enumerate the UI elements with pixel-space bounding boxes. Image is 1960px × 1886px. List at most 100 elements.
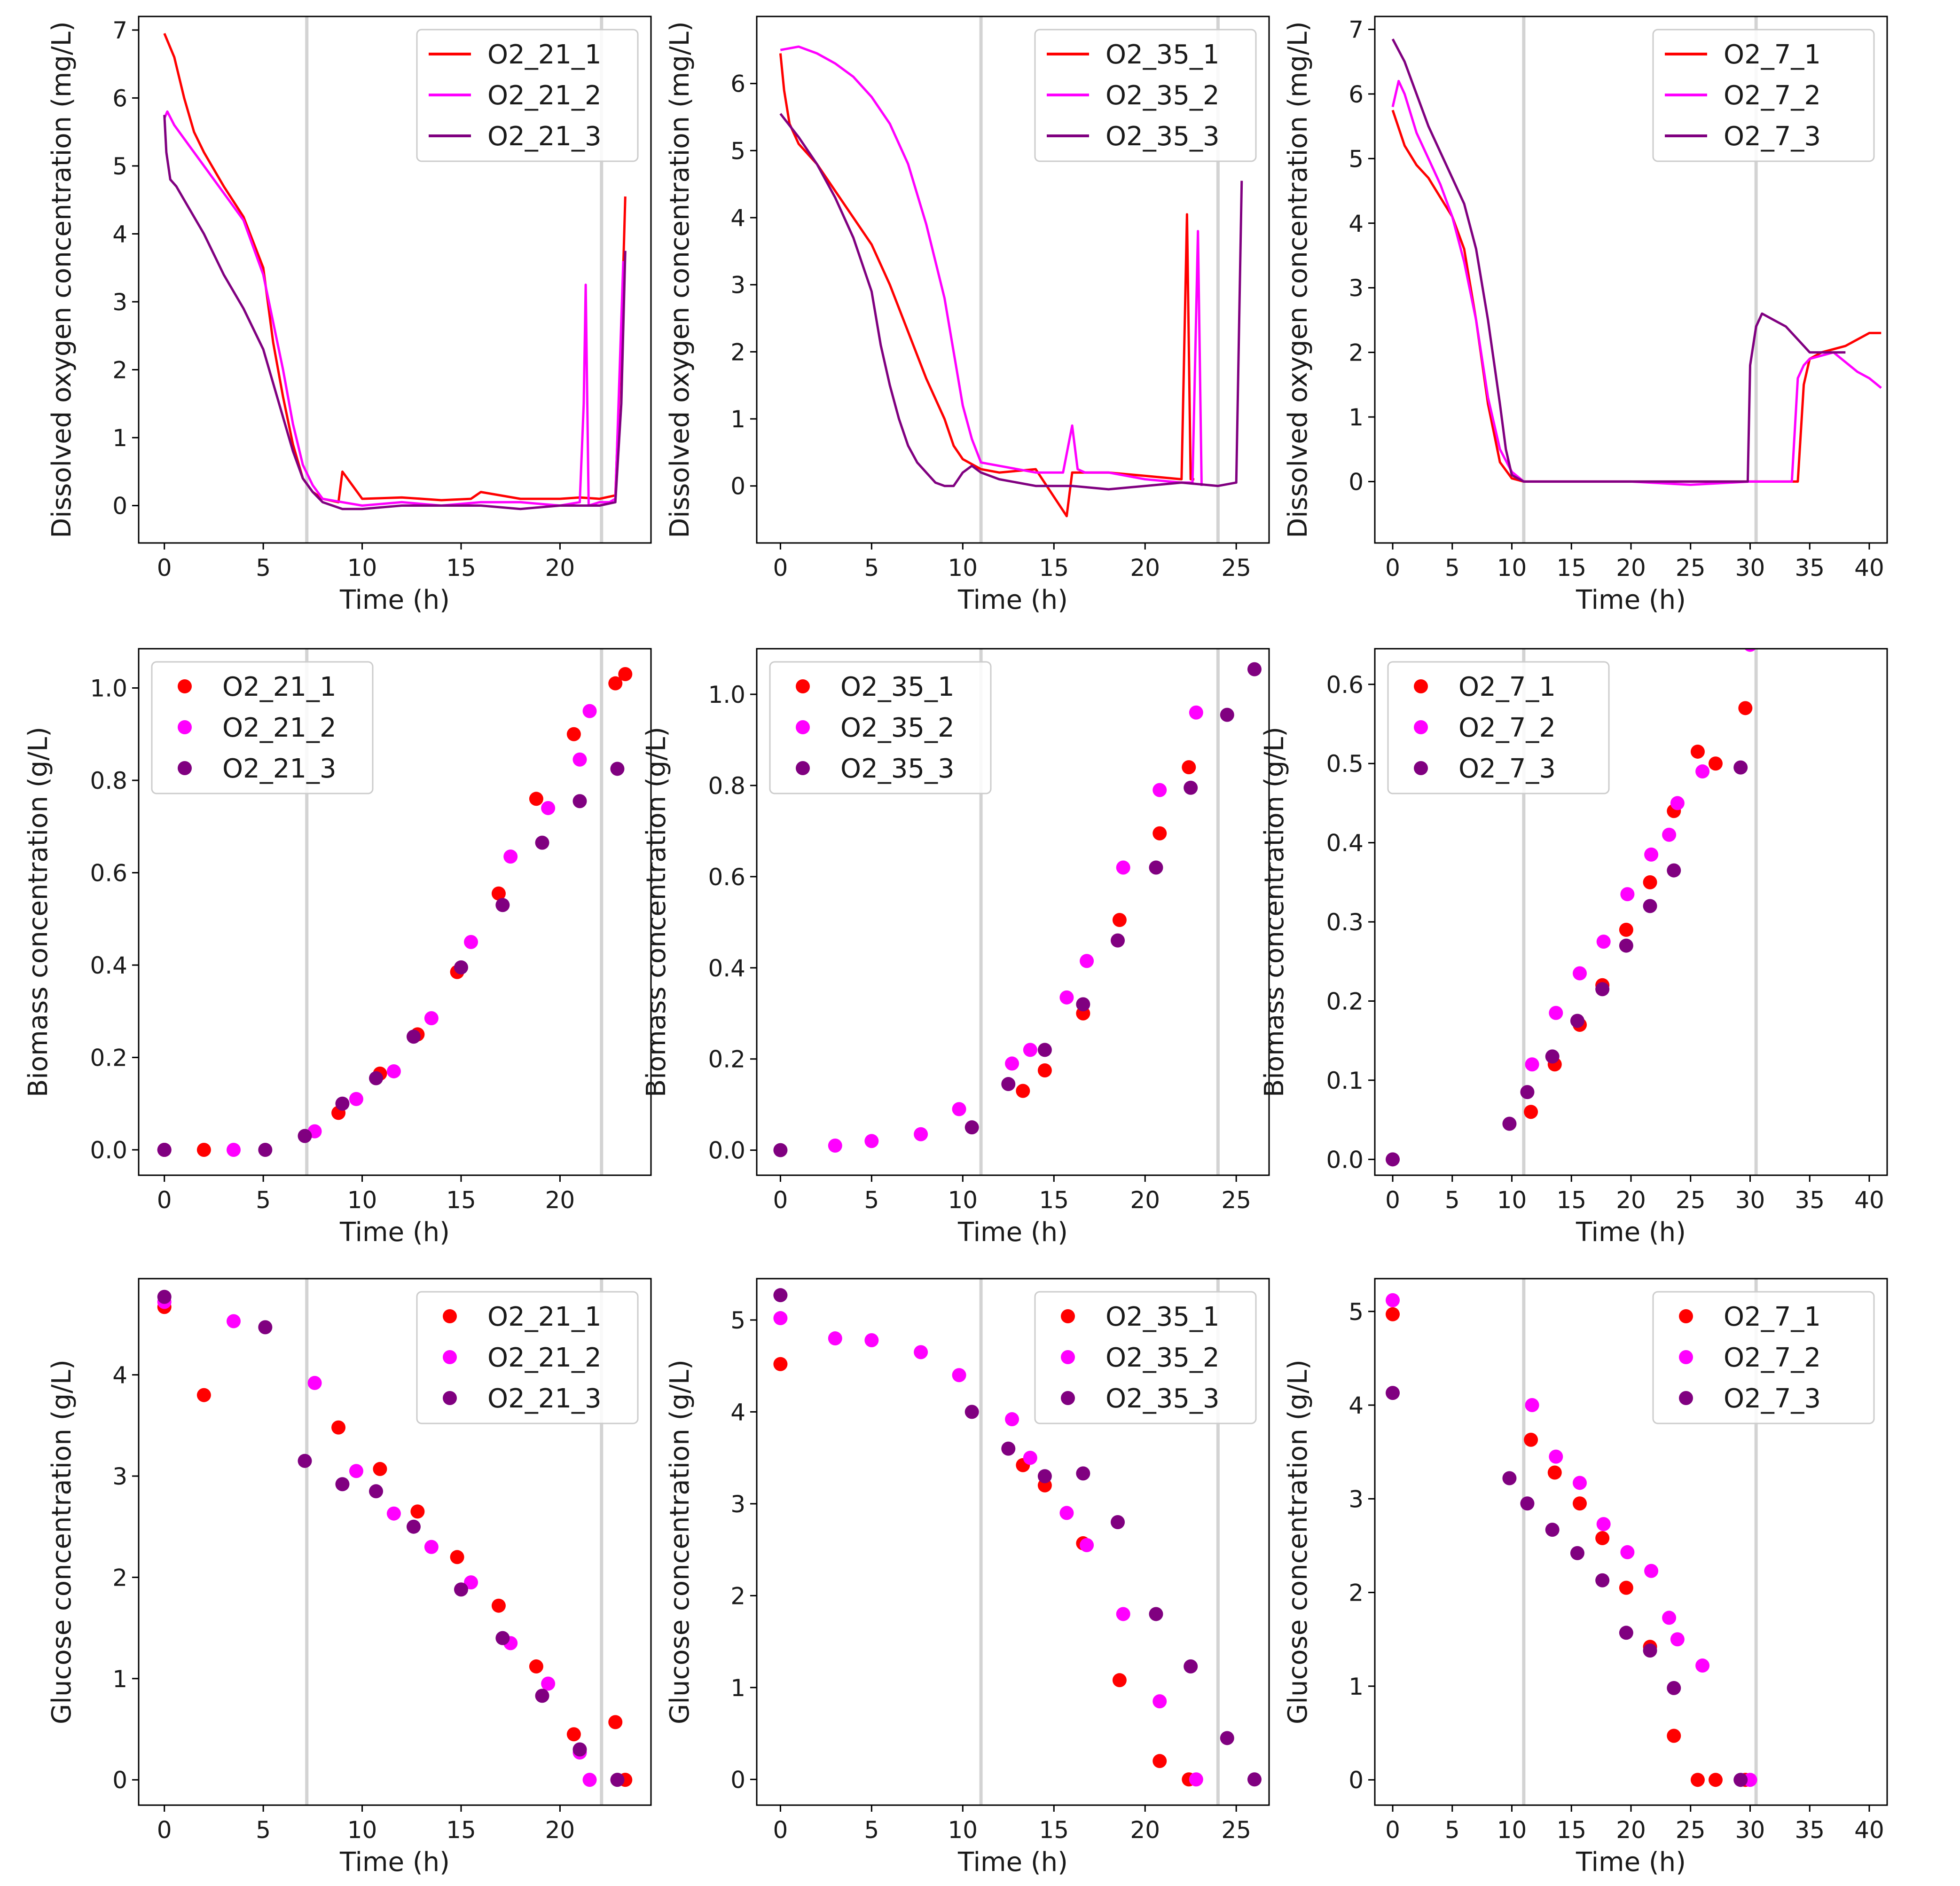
x-tick-label: 0 xyxy=(1385,554,1400,582)
data-point-O2_35_2 xyxy=(1080,1538,1094,1552)
x-tick-label: 5 xyxy=(256,554,271,582)
data-point-O2_35_2 xyxy=(864,1333,879,1347)
y-tick-label: 0 xyxy=(1348,468,1364,495)
x-tick-label: 0 xyxy=(1385,1187,1400,1214)
x-axis-label: Time (h) xyxy=(339,1217,450,1248)
data-point-O2_35_1 xyxy=(1152,1754,1167,1768)
x-tick-label: 20 xyxy=(1130,554,1160,582)
data-point-O2_21_3 xyxy=(454,1582,468,1597)
data-point-O2_21_1 xyxy=(450,1550,464,1564)
data-point-O2_35_3 xyxy=(1037,1469,1052,1484)
data-point-O2_21_1 xyxy=(373,1462,387,1476)
data-point-O2_7_2 xyxy=(1525,1057,1539,1072)
legend-label: O2_7_1 xyxy=(1458,672,1556,702)
data-point-O2_35_1 xyxy=(1112,1673,1127,1688)
y-tick-label: 2 xyxy=(1348,1580,1364,1607)
x-tick-label: 10 xyxy=(347,554,377,582)
data-point-O2_21_3 xyxy=(406,1029,421,1044)
x-axis-label: Time (h) xyxy=(1576,585,1686,615)
plot-area xyxy=(157,1289,633,1787)
x-tick-label: 0 xyxy=(157,554,172,582)
x-tick-label: 20 xyxy=(1616,1816,1646,1844)
data-point-O2_21_1 xyxy=(529,1659,543,1674)
y-tick-label: 0.8 xyxy=(90,767,127,794)
x-tick-label: 5 xyxy=(256,1187,271,1214)
y-tick-label: 1 xyxy=(112,424,127,452)
axes-frame xyxy=(756,1278,1270,1806)
data-point-O2_7_3 xyxy=(1520,1085,1535,1100)
data-point-O2_21_2 xyxy=(582,704,597,718)
x-tick-label: 0 xyxy=(157,1187,172,1214)
data-point-O2_21_3 xyxy=(495,1631,510,1645)
legend-label: O2_7_1 xyxy=(1724,39,1821,70)
data-point-O2_35_2 xyxy=(952,1102,966,1116)
legend-label: O2_21_1 xyxy=(487,39,602,70)
data-point-O2_21_2 xyxy=(227,1314,241,1328)
legend-label: O2_21_2 xyxy=(222,713,337,743)
legend-swatch-marker xyxy=(178,761,192,775)
y-tick-label: 0.8 xyxy=(708,772,745,800)
data-point-O2_7_2 xyxy=(1644,1564,1659,1578)
data-point-O2_35_2 xyxy=(914,1345,928,1359)
data-point-O2_35_1 xyxy=(1152,826,1167,841)
legend-swatch-marker xyxy=(796,761,810,775)
data-point-O2_35_3 xyxy=(1001,1077,1016,1092)
data-point-O2_35_2 xyxy=(828,1331,842,1346)
data-point-O2_21_1 xyxy=(196,1388,211,1402)
data-point-O2_21_1 xyxy=(618,667,633,682)
legend-box xyxy=(416,1291,639,1424)
data-point-O2_21_2 xyxy=(349,1092,363,1106)
y-tick-label: 2 xyxy=(730,1582,745,1610)
data-point-O2_21_3 xyxy=(335,1096,350,1111)
legend-box xyxy=(1652,29,1875,162)
data-point-O2_7_1 xyxy=(1386,1307,1400,1321)
x-axis-label: Time (h) xyxy=(339,1847,450,1878)
x-tick-label: 10 xyxy=(347,1187,377,1214)
data-point-O2_21_2 xyxy=(503,849,518,864)
data-point-O2_35_2 xyxy=(1189,1772,1203,1787)
axes-frame xyxy=(756,16,1270,544)
y-tick-label: 7 xyxy=(1348,16,1364,43)
x-tick-label: 15 xyxy=(1556,554,1586,582)
legend-swatch-marker xyxy=(1414,761,1428,775)
y-tick-label: 7 xyxy=(112,17,127,44)
plot-area xyxy=(779,45,1243,518)
y-tick-label: 0.4 xyxy=(708,955,745,982)
y-tick-label: 2 xyxy=(730,338,745,366)
data-point-O2_7_1 xyxy=(1619,922,1633,937)
x-tick-label: 10 xyxy=(1497,1187,1527,1214)
data-point-O2_7_3 xyxy=(1595,1573,1610,1587)
data-point-O2_7_3 xyxy=(1520,1496,1535,1511)
data-point-O2_21_1 xyxy=(566,727,581,741)
data-point-O2_35_3 xyxy=(1111,1515,1125,1529)
data-point-O2_21_2 xyxy=(582,1773,597,1787)
x-tick-label: 10 xyxy=(1497,554,1527,582)
x-tick-label: 25 xyxy=(1221,1187,1251,1214)
plot-area xyxy=(1391,38,1882,486)
legend-label: O2_7_2 xyxy=(1724,80,1821,111)
data-point-O2_35_3 xyxy=(1184,1659,1198,1674)
legend-swatch-marker xyxy=(443,1309,457,1323)
data-point-O2_7_3 xyxy=(1733,1773,1748,1787)
y-tick-label: 4 xyxy=(730,1399,745,1426)
data-point-O2_7_3 xyxy=(1502,1471,1517,1485)
data-point-O2_7_3 xyxy=(1667,1681,1681,1695)
x-tick-label: 20 xyxy=(545,554,575,582)
x-tick-label: 35 xyxy=(1795,1187,1825,1214)
y-tick-label: 0.0 xyxy=(90,1137,127,1164)
legend-swatch-marker xyxy=(1414,679,1428,693)
x-tick-label: 5 xyxy=(1445,1816,1460,1844)
y-tick-label: 6 xyxy=(112,85,127,112)
legend-label: O2_7_3 xyxy=(1458,754,1556,784)
legend-label: O2_35_2 xyxy=(1105,1343,1220,1373)
legend-label: O2_7_3 xyxy=(1724,121,1821,152)
x-tick-label: 10 xyxy=(1497,1816,1527,1844)
data-point-O2_21_2 xyxy=(307,1375,322,1390)
x-tick-label: 10 xyxy=(948,1187,978,1214)
data-point-O2_21_1 xyxy=(608,1715,623,1729)
legend-label: O2_7_2 xyxy=(1724,1343,1821,1373)
legend-label: O2_21_3 xyxy=(487,1383,602,1414)
x-tick-label: 5 xyxy=(1445,554,1460,582)
chart-glu_7: 0 5 10 15 20 25 30 35 40 0 1 2 3 4 5 Time (h) Glucose co… xyxy=(1283,1278,1888,1878)
legend-label: O2_21_3 xyxy=(222,754,337,784)
